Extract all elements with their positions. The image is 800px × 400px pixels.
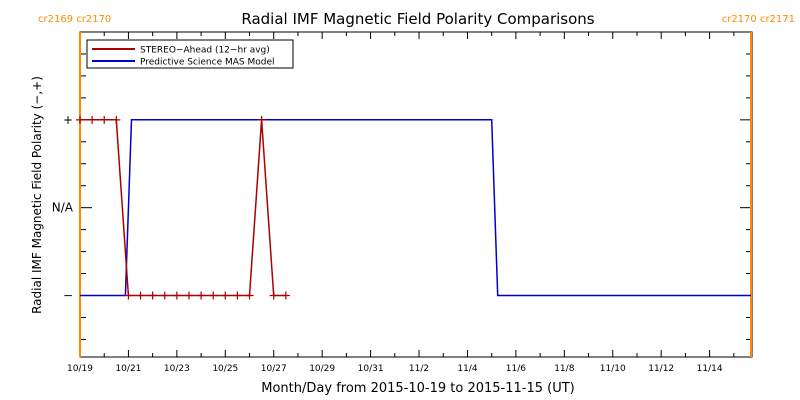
legend-entry-label: STEREO−Ahead (12−hr avg) [140,46,270,56]
data-point-marker [245,291,254,300]
data-point-marker [76,115,84,124]
data-point-marker [233,291,242,300]
data-point-marker [160,291,169,300]
data-point-marker [124,291,133,300]
carrington-label: cr2169 cr2170 [38,14,111,25]
x-tick-label: 11/14 [697,364,723,374]
y-axis-label: Radial IMF Magnetic Field Polarity (−,+) [30,76,44,314]
data-point-marker [281,291,290,300]
x-tick-label: 11/12 [648,364,674,374]
x-tick-label: 11/8 [554,364,574,374]
data-point-marker [136,291,145,300]
y-tick-label: + [63,113,73,127]
x-tick-label: 10/31 [358,364,384,374]
x-axis-label: Month/Day from 2015-10-19 to 2015-11-15 … [261,381,574,396]
x-tick-label: 10/29 [309,364,335,374]
data-point-marker [184,291,193,300]
legend-box [86,39,294,69]
legend-entry-label: Predictive Science MAS Model [140,58,275,68]
data-point-marker [148,291,157,300]
x-tick-label: 11/6 [506,364,526,374]
data-point-marker [197,291,206,300]
x-tick-label: 10/23 [164,364,190,374]
data-point-marker [112,115,121,124]
data-point-marker [221,291,230,300]
carrington-markers-layer: cr2169 cr2170 cr2170 cr2171 [38,14,795,357]
x-tick-label: 11/10 [600,364,626,374]
x-tick-label: 11/2 [409,364,429,374]
x-tick-label: 10/25 [212,364,238,374]
axes-layer: 10/19 10/21 10/23 10/25 10/27 10/29 10/31 11/2 1… [52,32,752,374]
data-point-marker [172,291,181,300]
data-point-marker [209,291,218,300]
y-tick-label: N/A [52,201,74,215]
x-tick-label: 10/19 [67,364,93,374]
data-point-marker [88,115,97,124]
x-tick-label: 10/27 [261,364,287,374]
x-tick-label: 10/21 [115,364,141,374]
chart-title: Radial IMF Magnetic Field Polarity Compa… [241,10,594,28]
series-line [80,119,751,297]
data-point-marker [100,115,109,124]
y-tick-label: − [63,289,73,303]
series-layer [76,115,751,300]
data-point-marker [257,115,266,124]
data-point-marker [269,291,278,300]
carrington-label: cr2170 cr2171 [722,14,795,25]
legend: STEREO−Ahead (12−hr avg) Predictive Scien… [86,39,294,69]
x-tick-label: 11/4 [457,364,477,374]
